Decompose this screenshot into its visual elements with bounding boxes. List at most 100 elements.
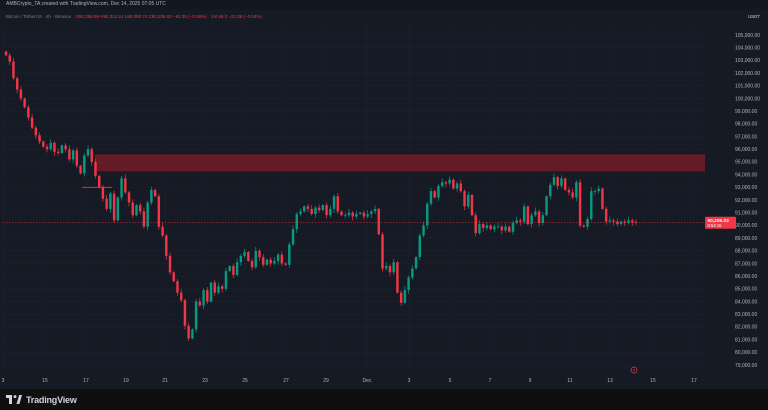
price-tick-label: 99,000.00 [735, 109, 757, 115]
price-tick-label: 89,000.00 [735, 236, 757, 242]
plot-area [3, 24, 705, 373]
candle-body [496, 226, 500, 228]
candle-body [563, 178, 567, 190]
candle-body [247, 252, 250, 261]
candle-body [124, 178, 127, 193]
candle-body [556, 177, 559, 187]
price-tick-label: 96,000.00 [735, 147, 757, 153]
candle-body [616, 221, 619, 225]
candle-body [209, 282, 213, 302]
price-scale [705, 24, 768, 373]
candle-body [478, 224, 481, 233]
candle-body [288, 244, 291, 265]
price-tick-label: 84,000.00 [735, 299, 757, 305]
candle-body [440, 182, 444, 187]
candle-body [213, 282, 216, 293]
candle-body [224, 271, 228, 289]
candle-body [27, 107, 30, 118]
candle-body [332, 196, 336, 209]
candle-body [392, 262, 395, 273]
candle-body [407, 277, 410, 291]
candle-body [295, 213, 298, 230]
candle-body [586, 219, 589, 227]
candle-body [340, 211, 343, 216]
candle-body [191, 329, 194, 339]
candle-body [347, 212, 351, 216]
symbol-name[interactable]: Bitcoin / TetherUS · 4h · Binance [6, 14, 72, 19]
candle-body [299, 211, 302, 214]
candle-body [321, 205, 325, 211]
candle-body [131, 202, 134, 216]
price-tick-label: 97,000.00 [735, 134, 757, 140]
candle-body [541, 215, 545, 223]
candles [4, 50, 638, 341]
time-tick-label: 21 [162, 378, 168, 384]
time-tick-label: 5 [449, 378, 452, 384]
candle-body [530, 215, 533, 225]
candle-body [112, 193, 116, 221]
current-price-label: 90,206.03 [708, 218, 730, 224]
time-tick-label: 3 [2, 378, 5, 384]
candle-body [276, 254, 280, 261]
candle-body [590, 191, 593, 220]
candle-body [135, 205, 138, 216]
candle-body [64, 145, 67, 150]
candle-body [206, 290, 209, 302]
price-tick-label: 94,000.00 [735, 172, 757, 178]
price-tick-label: 95,000.00 [735, 160, 757, 166]
candle-body [593, 191, 597, 192]
price-tick-label: 80,000.00 [735, 350, 757, 356]
candle-body [56, 151, 60, 154]
candle-body [373, 208, 377, 212]
tradingview-logo[interactable]: TradingView [6, 394, 77, 405]
candle-body [452, 179, 455, 189]
price-tick-label: 102,000.00 [735, 71, 760, 77]
price-tick-label: 87,000.00 [735, 261, 757, 267]
price-tick-label: 85,000.00 [735, 287, 757, 293]
countdown-label: 0:54:15 [708, 223, 723, 228]
price-tick-label: 103,000.00 [735, 58, 760, 64]
candle-body [377, 208, 380, 235]
candle-body [8, 55, 11, 62]
candle-body [280, 254, 284, 264]
candle-body [228, 266, 231, 272]
candle-body [385, 266, 388, 269]
candle-body [86, 149, 90, 156]
candle-body [269, 259, 272, 264]
candle-body [329, 208, 332, 216]
candle-body [429, 191, 433, 204]
candle-body [481, 224, 485, 228]
time-tick-label: 11 [567, 378, 572, 384]
price-tick-label: 92,000.00 [735, 198, 757, 204]
candle-body [317, 207, 321, 211]
price-chart[interactable]: 105,000.00 104,000.00 103,000.00 102,000.00… [0, 0, 768, 389]
candle-body [146, 202, 149, 227]
candle-body [273, 260, 276, 264]
currency-label[interactable]: USDT [747, 14, 760, 19]
price-tick-label: 91,000.00 [735, 210, 757, 216]
candle-body [567, 189, 571, 193]
current-price-tag [705, 216, 736, 229]
candle-body [165, 235, 168, 256]
symbol-legend: Bitcoin / TetherUS · 4h · Binance O90,25… [6, 14, 262, 20]
candle-body [19, 89, 23, 99]
candle-body [101, 187, 105, 199]
candle-body [45, 146, 49, 150]
footer-bar: TradingView [0, 389, 768, 410]
price-tick-label: 82,000.00 [735, 325, 757, 331]
candle-body [127, 192, 131, 203]
candle-body [116, 197, 120, 221]
candle-body [370, 211, 373, 214]
price-tick-label: 83,000.00 [735, 312, 757, 318]
candle-body [623, 221, 627, 223]
event-marker-icon[interactable] [630, 366, 638, 374]
candle-body [68, 149, 71, 160]
time-tick-label: 23 [202, 378, 208, 384]
price-tick-label: 88,000.00 [735, 249, 757, 255]
candle-body [537, 211, 541, 223]
candle-body [153, 189, 157, 197]
candle-body [23, 98, 26, 108]
candle-body [403, 290, 407, 303]
time-tick-label: 7 [489, 378, 492, 384]
